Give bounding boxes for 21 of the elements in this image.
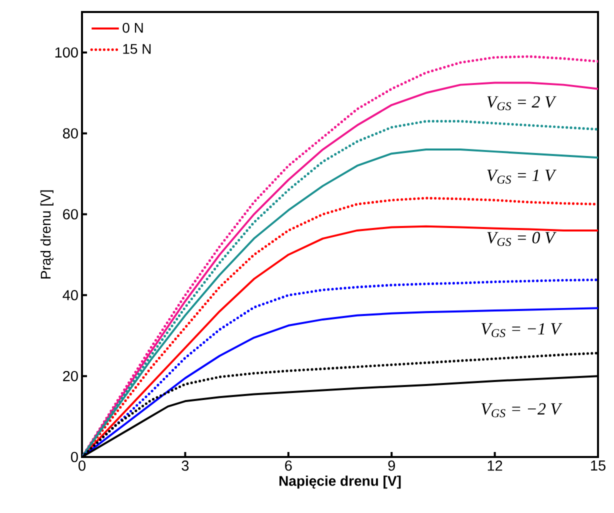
- y-tick-label: 60: [63, 209, 78, 220]
- legend-label: 15 N: [123, 44, 151, 54]
- y-tick-label: 0: [70, 452, 78, 462]
- y-tick-label: 100: [55, 47, 78, 58]
- legend-label: 0 N: [122, 22, 143, 33]
- x-tick-label: 6: [285, 460, 292, 471]
- x-tick-label: 3: [182, 460, 189, 471]
- annotation: V$_{GS}$ = 2 V: [487, 96, 556, 110]
- y-axis-title: Prąd drenu [V]: [40, 190, 54, 278]
- x-tick-label: 0: [78, 460, 86, 471]
- annotation: V$_{GS}$ = 1 V: [487, 170, 556, 184]
- x-axis-title: Napięcie drenu [V]: [279, 476, 401, 489]
- y-tick-label: 20: [63, 370, 78, 382]
- y-tick-label: 40: [62, 290, 78, 300]
- x-tick-label: 9: [388, 460, 395, 471]
- annotation: V$_{GS}$ = −2 V: [482, 403, 562, 418]
- annotation: V$_{GS}$ = −1 V: [482, 323, 562, 338]
- annotation: V$_{GS}$ = 0 V: [487, 232, 556, 246]
- x-tick-label: 15: [591, 460, 606, 471]
- y-tick-label: 80: [62, 128, 78, 138]
- x-tick-label: 12: [488, 460, 502, 471]
